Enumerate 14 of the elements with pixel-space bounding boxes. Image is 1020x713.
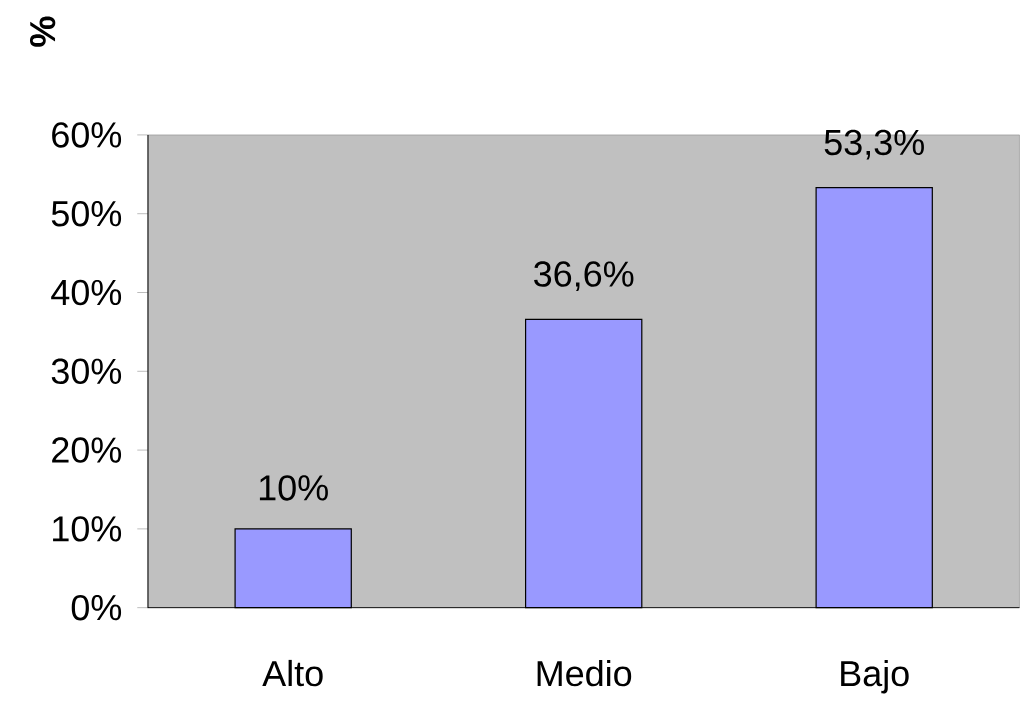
y-tick-label: 10% — [53, 516, 122, 542]
x-tick-label: Bajo — [841, 660, 909, 694]
data-label: 53,3% — [824, 129, 924, 160]
x-tick-label: Medio — [537, 660, 632, 687]
data-label: 36,6% — [534, 261, 634, 292]
y-tick-label: 40% — [51, 279, 122, 306]
y-tick-label: 50% — [51, 201, 122, 227]
y-axis-title: % — [29, 16, 56, 47]
y-tick-label: 0% — [71, 595, 122, 621]
y-tick-label: 60% — [52, 122, 122, 148]
x-tick-label: Alto — [262, 660, 323, 687]
y-tick-label: 30% — [51, 358, 122, 385]
y-tick-label: 20% — [52, 437, 122, 464]
data-label: 10% — [259, 475, 328, 501]
